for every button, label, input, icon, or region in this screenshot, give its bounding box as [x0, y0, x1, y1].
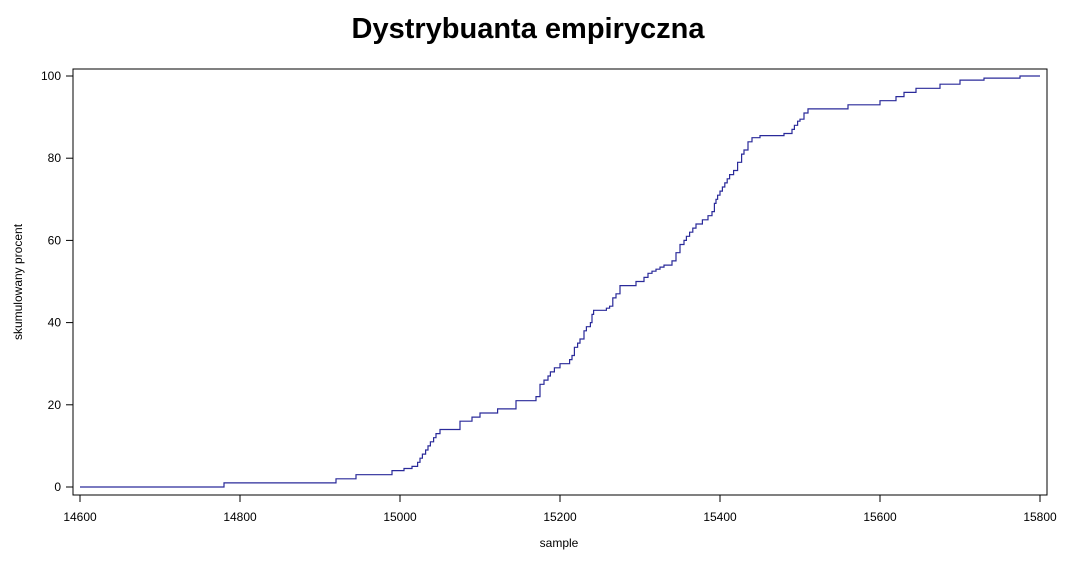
x-tick-label: 15400 — [703, 510, 737, 524]
x-axis: 14600 14800 15000 15200 15400 15600 15800 — [63, 495, 1057, 524]
x-tick-label: 15800 — [1023, 510, 1057, 524]
y-tick-label: 0 — [54, 480, 61, 494]
x-tick-label: 15600 — [863, 510, 897, 524]
ecdf-step-line — [80, 75, 1040, 488]
chart-title: Dystrybuanta empiryczna — [352, 13, 706, 45]
y-tick-label: 20 — [48, 398, 62, 412]
x-tick-label: 15200 — [543, 510, 577, 524]
y-tick-label: 80 — [48, 151, 62, 165]
x-tick-label: 15000 — [383, 510, 417, 524]
y-tick-label: 40 — [48, 316, 62, 330]
y-axis-label: skumulowany procent — [11, 223, 25, 340]
y-tick-label: 60 — [48, 233, 62, 247]
x-tick-label: 14800 — [223, 510, 257, 524]
x-tick-label: 14600 — [63, 510, 97, 524]
y-tick-label: 100 — [41, 69, 61, 83]
plot-frame — [72, 68, 1048, 496]
x-axis-label: sample — [540, 536, 579, 550]
y-axis: 0 20 40 60 80 100 — [41, 69, 73, 494]
